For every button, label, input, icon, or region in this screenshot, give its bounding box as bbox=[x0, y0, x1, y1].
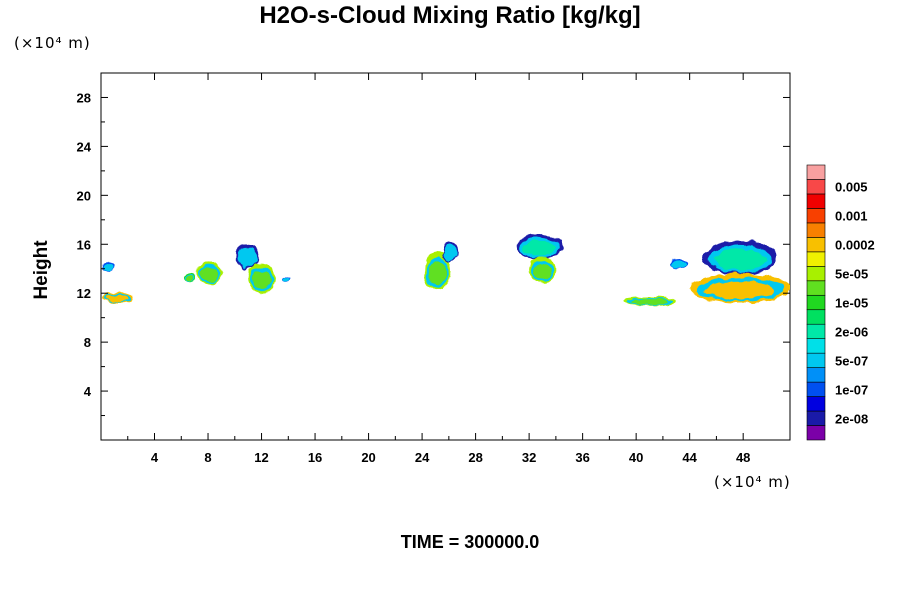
colorbar-swatch bbox=[806, 323, 826, 339]
x-tick-label: 36 bbox=[575, 450, 589, 465]
colorbar-swatch bbox=[806, 237, 826, 253]
y-tick-label: 24 bbox=[77, 139, 92, 154]
cloud-region bbox=[442, 241, 459, 262]
cloud-region bbox=[703, 240, 777, 275]
x-tick-label: 48 bbox=[736, 450, 750, 465]
cloud-core bbox=[252, 270, 271, 289]
cloud-region bbox=[101, 261, 115, 273]
cloud-core bbox=[238, 250, 256, 266]
cloud-core bbox=[185, 275, 195, 281]
x-tick-label: 4 bbox=[151, 450, 159, 465]
x-tick-label: 24 bbox=[415, 450, 430, 465]
cloud-region bbox=[424, 251, 452, 290]
colorbar-swatch bbox=[806, 338, 826, 354]
colorbar-swatch bbox=[806, 179, 826, 195]
colorbar-swatch bbox=[806, 381, 826, 397]
colorbar-label: 0.005 bbox=[835, 180, 868, 195]
cloud-region bbox=[515, 234, 563, 259]
y-tick-label: 16 bbox=[77, 237, 91, 252]
cloud-region bbox=[622, 296, 677, 306]
cloud-core bbox=[200, 267, 218, 282]
colorbar-swatch bbox=[806, 352, 826, 368]
y-axis-unit: (×10⁴ m) bbox=[14, 34, 91, 52]
x-tick-label: 28 bbox=[468, 450, 482, 465]
colorbar: 2e-08 1e-07 5e-07 2e-06 1e-05 5e-05 0.0002 0.00… bbox=[806, 164, 875, 441]
colorbar-swatch bbox=[806, 208, 826, 224]
colorbar-swatch bbox=[806, 309, 826, 325]
cloud-core bbox=[428, 261, 448, 285]
colorbar-label: 0.001 bbox=[835, 209, 868, 224]
colorbar-label: 2e-08 bbox=[835, 411, 868, 426]
time-footer: TIME = 300000.0 bbox=[400, 532, 540, 552]
cloud-core bbox=[672, 261, 685, 268]
y-tick-label: 8 bbox=[84, 335, 91, 350]
cloud-core bbox=[704, 281, 775, 299]
x-tick-label: 8 bbox=[204, 450, 211, 465]
cloud-core bbox=[522, 240, 556, 256]
colorbar-swatch bbox=[806, 367, 826, 383]
cloud-core bbox=[630, 299, 669, 305]
x-tick-label: 16 bbox=[308, 450, 322, 465]
cloud-region bbox=[669, 258, 687, 269]
colorbar-swatch bbox=[806, 410, 826, 426]
x-tick-label: 40 bbox=[629, 450, 643, 465]
cloud-region bbox=[529, 256, 556, 284]
x-tick-label: 44 bbox=[682, 450, 697, 465]
y-tick-label: 28 bbox=[77, 90, 91, 105]
cloud-core bbox=[284, 278, 290, 283]
cloud-region bbox=[183, 273, 196, 283]
cloud-region bbox=[234, 244, 259, 269]
cloud-core bbox=[533, 263, 552, 280]
x-axis: 4 8 12 16 20 24 28 32 36 40 44 48 bbox=[127, 73, 750, 465]
colorbar-swatch bbox=[806, 294, 826, 311]
cloud-core bbox=[444, 246, 456, 259]
colorbar-label: 5e-07 bbox=[835, 353, 868, 368]
cloud-region bbox=[282, 277, 291, 284]
x-axis-unit: (×10⁴ m) bbox=[714, 473, 791, 491]
chart-title: H2O-s-Cloud Mixing Ratio [kg/kg] bbox=[259, 2, 641, 29]
cloud-core bbox=[105, 294, 129, 302]
x-tick-label: 20 bbox=[361, 450, 375, 465]
colorbar-swatch bbox=[806, 425, 826, 441]
colorbar-label: 5e-05 bbox=[835, 267, 868, 282]
cloud-core bbox=[714, 249, 766, 271]
colorbar-label: 0.0002 bbox=[835, 238, 875, 253]
colorbar-swatch bbox=[806, 280, 826, 296]
cloud-region bbox=[101, 291, 134, 303]
colorbar-swatch bbox=[806, 251, 826, 267]
colorbar-swatch bbox=[806, 266, 826, 282]
cloud-region bbox=[248, 262, 275, 294]
colorbar-swatch bbox=[806, 222, 826, 238]
cloud-region bbox=[689, 273, 790, 303]
y-tick-label: 4 bbox=[84, 384, 92, 399]
cloud-region bbox=[197, 261, 222, 285]
y-tick-label: 12 bbox=[77, 286, 91, 301]
x-tick-label: 12 bbox=[254, 450, 268, 465]
colorbar-swatch bbox=[806, 164, 826, 180]
colorbar-label: 1e-07 bbox=[835, 382, 868, 397]
cloud-regions bbox=[101, 234, 790, 306]
colorbar-swatch bbox=[806, 396, 826, 412]
y-tick-label: 20 bbox=[77, 188, 91, 203]
y-axis: 4 8 12 16 20 24 28 bbox=[77, 90, 790, 417]
colorbar-swatch bbox=[806, 193, 826, 209]
colorbar-label: 1e-05 bbox=[835, 296, 868, 311]
cloud-core bbox=[103, 264, 113, 271]
x-tick-label: 32 bbox=[522, 450, 536, 465]
colorbar-label: 2e-06 bbox=[835, 324, 868, 339]
